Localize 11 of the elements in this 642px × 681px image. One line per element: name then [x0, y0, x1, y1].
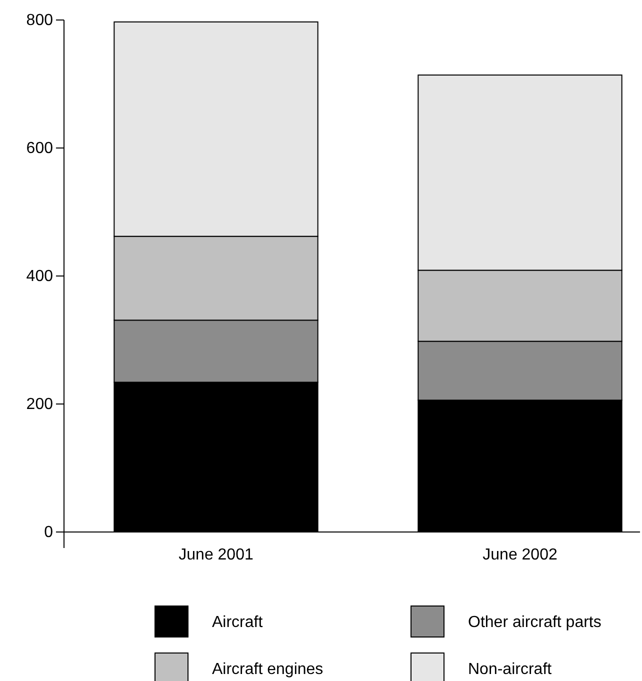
y-tick-label: 0 [44, 524, 54, 542]
x-tick-label: June 2002 [482, 546, 558, 564]
legend-label: Non-aircraft [468, 661, 552, 678]
y-tick-label: 800 [26, 12, 54, 30]
legend-label: Other aircraft parts [468, 614, 602, 631]
y-tick-label: 400 [26, 268, 54, 286]
legend-label: Aircraft engines [212, 661, 324, 678]
x-tick-label: June 2001 [178, 546, 254, 564]
y-tick-label: 200 [26, 396, 54, 414]
legend-label: Aircraft [212, 614, 264, 631]
y-tick-label: 600 [26, 140, 54, 158]
